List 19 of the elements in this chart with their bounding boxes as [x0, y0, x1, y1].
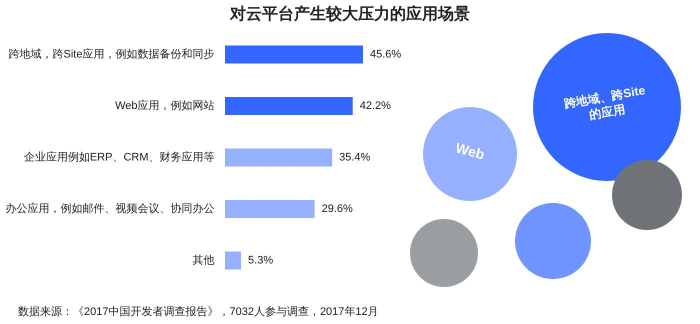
bar: [225, 148, 332, 167]
y-tick-label: 办公应用，例如邮件、视频会议、协同办公: [6, 202, 214, 216]
bar: [225, 252, 242, 270]
y-tick-label: Web应用，例如网站: [115, 98, 214, 112]
y-tick-label: 其他: [192, 254, 214, 267]
data-label: 5.3%: [248, 254, 274, 267]
y-tick-label: 跨地域，跨Site应用，例如数据备份和同步: [8, 47, 214, 60]
source-note: 数据来源：《2017中国开发者调查报告》，7032人参与调查，2017年12月: [18, 304, 379, 319]
data-label: 42.2%: [360, 100, 392, 112]
y-tick-label: 企业应用例如ERP、CRM、财务应用等: [24, 150, 214, 164]
bar: [225, 200, 315, 218]
chart-title: 对云平台产生较大压力的应用场景: [228, 4, 471, 25]
data-label: 35.4%: [339, 152, 371, 164]
data-label: 29.6%: [322, 203, 353, 216]
data-label: 45.6%: [370, 48, 402, 60]
text: Web: [452, 138, 488, 165]
bar: [225, 45, 363, 64]
text: 跨地域、跨Site的应用: [562, 82, 648, 124]
bar: [225, 96, 353, 115]
